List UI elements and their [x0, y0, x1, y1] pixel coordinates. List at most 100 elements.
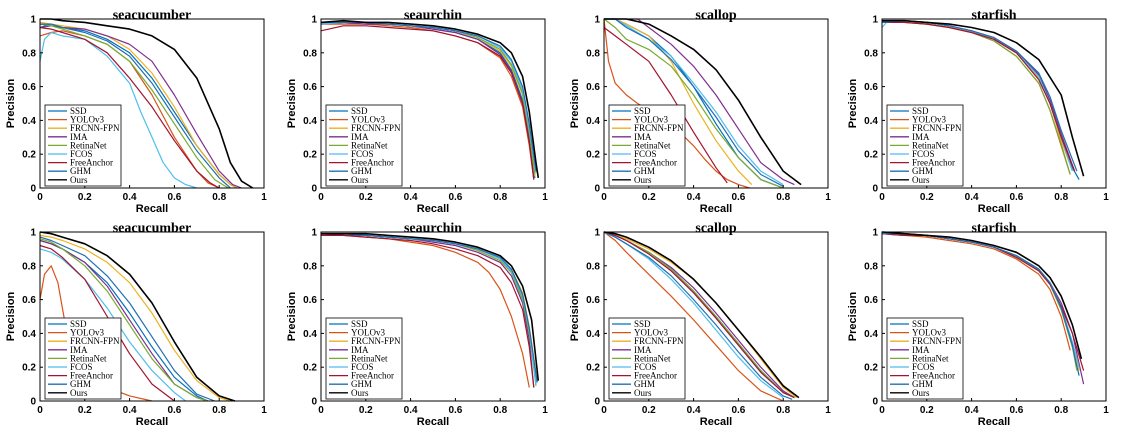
legend-entry: FRCNN-FPN	[351, 123, 401, 133]
series-line-frcnn-fpn	[39, 21, 238, 189]
y-axis-label: Precision	[5, 291, 17, 341]
axes-box	[603, 18, 829, 189]
legend-entry: RetinaNet	[634, 140, 671, 150]
y-tick-label: 0.2	[303, 150, 317, 161]
x-tick-label: 0.6	[1009, 405, 1023, 416]
y-tick-label: 0.2	[864, 363, 878, 374]
x-tick-label: 0.8	[1054, 405, 1068, 416]
x-tick-label: 1	[825, 405, 831, 416]
x-tick-label: 0	[37, 405, 43, 416]
series-line-freeanchor	[39, 244, 175, 402]
legend-entry: IMA	[70, 132, 88, 142]
y-axis-label: Precision	[569, 291, 581, 341]
y-tick-label: 0.2	[586, 150, 600, 161]
legend-entry: FreeAnchor	[351, 158, 394, 168]
x-axis-label: Recall	[136, 203, 168, 215]
y-tick-label: 0.2	[303, 363, 317, 374]
y-tick-label: 1	[594, 15, 600, 26]
series-line-freeanchor	[882, 21, 1076, 172]
x-tick-label: 0.2	[920, 405, 934, 416]
y-tick-label: 1	[30, 15, 36, 26]
x-tick-label: 0.4	[687, 192, 701, 203]
y-tick-label: 0	[30, 397, 36, 408]
series-line-fcos	[604, 18, 784, 186]
legend-entry: FRCNN-FPN	[912, 123, 962, 133]
legend-entry: GHM	[634, 379, 655, 389]
legend-entry: YOLOv3	[912, 115, 946, 125]
legend-entry: Ours	[634, 175, 652, 185]
legend-entry: Ours	[351, 388, 369, 398]
y-tick-label: 0.4	[864, 329, 878, 340]
axes-box	[39, 18, 265, 189]
legend-entry: RetinaNet	[351, 353, 388, 363]
x-axis-label: Recall	[417, 416, 449, 428]
chart-panel-3: 0 0.2 0.4 0.6 0.8 1 0 0.2 0.4 0.6 0.8 1 scallop Recal…	[569, 8, 831, 215]
y-tick-label: 0.6	[22, 295, 36, 306]
x-axis-label: Recall	[136, 416, 168, 428]
y-tick-label: 0.4	[586, 116, 600, 127]
series-line-ghm	[603, 231, 793, 400]
x-tick-label: 0.4	[404, 192, 418, 203]
chart-title: starfish	[971, 8, 1016, 23]
y-tick-label: 0.6	[303, 82, 317, 93]
x-tick-label: 0	[601, 405, 607, 416]
x-tick-label: 0.8	[1054, 192, 1068, 203]
legend-entry: GHM	[351, 379, 372, 389]
legend: SSDYOLOv3FRCNN-FPNIMARetinaNetFCOSFreeAn…	[886, 317, 964, 400]
legend: SSDYOLOv3FRCNN-FPNIMARetinaNetFCOSFreeAn…	[608, 317, 686, 400]
legend-entry: Ours	[70, 175, 88, 185]
x-tick-label: 0.8	[212, 192, 226, 203]
legend-entry: FCOS	[634, 362, 657, 372]
x-tick-label: 0.8	[212, 405, 226, 416]
legend-entry: FreeAnchor	[634, 371, 677, 381]
legend-entry: SSD	[912, 106, 929, 116]
legend-entry: SSD	[351, 106, 368, 116]
chart-title: seacucumber	[113, 8, 192, 23]
x-tick-label: 0.6	[731, 192, 745, 203]
legend-entry: RetinaNet	[634, 353, 671, 363]
series-line-ours	[321, 232, 540, 381]
y-tick-label: 0	[30, 184, 36, 195]
legend-entry: YOLOv3	[912, 328, 946, 338]
axes-box	[39, 231, 265, 402]
series-line-yolov3	[881, 233, 1071, 351]
legend-entry: FreeAnchor	[634, 158, 677, 168]
y-tick-label: 1	[311, 15, 317, 26]
series-line-freeanchor	[39, 26, 220, 189]
legend-entry: GHM	[912, 166, 933, 176]
series-line-ghm	[321, 233, 538, 383]
legend: SSDYOLOv3FRCNN-FPNIMARetinaNetFCOSFreeAn…	[44, 317, 122, 400]
legend-entry: FCOS	[70, 362, 93, 372]
chart-panel-2: 0 0.2 0.4 0.6 0.8 1 0 0.2 0.4 0.6 0.8 1 seaurchin Rec…	[286, 8, 548, 215]
y-tick-label: 0.8	[22, 48, 36, 59]
y-tick-label: 0.2	[22, 363, 36, 374]
legend-entry: SSD	[912, 319, 929, 329]
y-tick-label: 0.2	[22, 150, 36, 161]
x-tick-label: 0	[879, 192, 885, 203]
x-axis-label: Recall	[417, 203, 449, 215]
x-tick-label: 0.8	[493, 192, 507, 203]
legend-entry: FreeAnchor	[912, 371, 955, 381]
y-tick-label: 0.4	[586, 329, 600, 340]
chart-title: seaurchin	[404, 8, 462, 23]
y-tick-label: 0.8	[303, 48, 317, 59]
y-tick-label: 1	[872, 15, 878, 26]
legend-entry: SSD	[634, 319, 651, 329]
axes-box	[603, 231, 829, 402]
legend-entry: FCOS	[912, 362, 935, 372]
legend-entry: FRCNN-FPN	[912, 336, 962, 346]
x-tick-label: 0.2	[78, 405, 92, 416]
legend-entry: FRCNN-FPN	[351, 336, 401, 346]
legend-entry: FRCNN-FPN	[70, 336, 120, 346]
legend-entry: IMA	[912, 345, 930, 355]
series-line-ghm	[39, 236, 215, 402]
legend-entry: YOLOv3	[70, 115, 104, 125]
y-tick-label: 0.8	[586, 48, 600, 59]
x-tick-label: 1	[261, 192, 267, 203]
y-tick-label: 0.2	[586, 363, 600, 374]
x-axis-label: Recall	[700, 203, 732, 215]
legend-entry: IMA	[70, 345, 88, 355]
x-tick-label: 0.4	[965, 192, 979, 203]
y-tick-label: 0.6	[22, 82, 36, 93]
